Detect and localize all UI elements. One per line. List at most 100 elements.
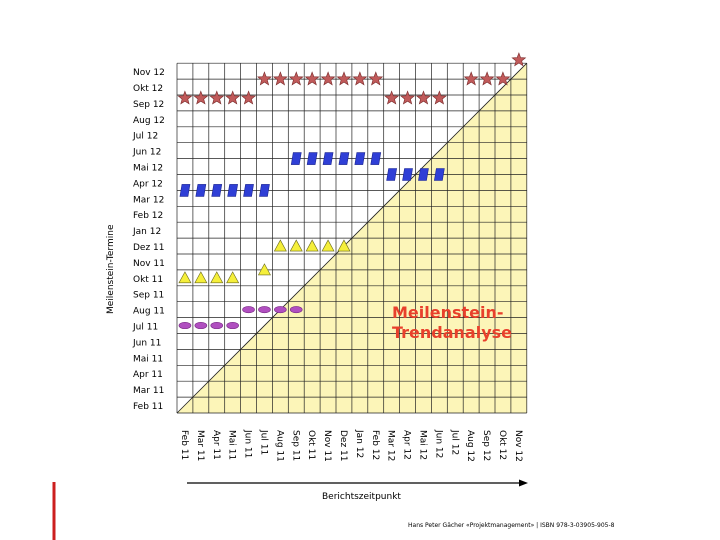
y-tick-label: Jan 12 — [132, 227, 161, 237]
x-tick-label: Okt 11 — [306, 430, 316, 460]
y-tick-label: Feb 11 — [133, 402, 163, 412]
x-tick-label: Mai 11 — [227, 430, 237, 460]
star-marker — [288, 71, 304, 86]
diagonal-line — [176, 62, 528, 414]
x-tick-label: Jul 12 — [449, 429, 459, 455]
parallelogram-marker — [306, 152, 318, 165]
x-tick-label: Aug 12 — [465, 430, 475, 462]
y-tick-label: Jul 11 — [132, 323, 158, 333]
parallelogram-marker — [386, 168, 398, 181]
star-marker — [177, 90, 193, 105]
y-tick-label: Mai 11 — [133, 354, 163, 364]
star-marker — [304, 71, 320, 86]
x-tick-label: Feb 12 — [370, 430, 380, 460]
y-tick-label: Jun 11 — [132, 338, 161, 348]
parallelogram-marker — [433, 168, 445, 181]
parallelogram-marker — [290, 152, 302, 165]
footer-citation: Hans Peter Gächer «Projektmanagement» | … — [408, 522, 615, 529]
y-tick-label: Mar 11 — [133, 386, 164, 396]
y-tick-label: Okt 12 — [133, 84, 163, 94]
x-tick-label: Mai 12 — [417, 430, 427, 460]
star-marker — [384, 90, 400, 105]
star-marker — [495, 71, 511, 86]
y-tick-label: Nov 11 — [133, 259, 165, 269]
parallelogram-marker — [179, 184, 191, 197]
triangle-marker — [226, 271, 240, 284]
star-marker — [193, 90, 209, 105]
triangle-marker — [305, 239, 319, 252]
parallelogram-marker — [370, 152, 382, 165]
parallelogram-marker — [322, 152, 334, 165]
y-axis-title: Meilenstein-Termine — [106, 224, 116, 314]
parallelogram-marker — [338, 152, 350, 165]
ellipse-marker — [289, 306, 303, 314]
x-tick-label: Jul 11 — [258, 429, 268, 455]
x-tick-label: Jan 12 — [354, 429, 364, 458]
x-tick-label: Nov 11 — [322, 430, 332, 462]
y-tick-label: Mar 12 — [133, 195, 164, 205]
x-axis-title: Berichtszeitpunkt — [322, 492, 401, 502]
trend-annotation-line-1: Meilenstein- — [392, 303, 504, 322]
x-tick-label: Apr 12 — [402, 430, 412, 460]
x-tick-labels: Feb 11 Mar 11 Apr 11 Mai 11 Jun 11 Jul 11 Aug … — [179, 429, 523, 462]
x-tick-label: Jun 11 — [243, 429, 253, 458]
star-marker — [256, 71, 272, 86]
y-tick-label: Apr 12 — [133, 179, 163, 189]
x-tick-label: Mar 12 — [386, 430, 396, 461]
star-marker — [415, 90, 431, 105]
y-tick-label: Mai 12 — [133, 164, 163, 174]
y-tick-label: Feb 12 — [133, 211, 163, 221]
parallelogram-marker — [259, 184, 270, 197]
triangle-marker — [337, 239, 351, 252]
x-tick-label: Dez 11 — [338, 430, 348, 462]
y-tick-label: Okt 11 — [133, 275, 163, 285]
milestone-markers — [177, 52, 527, 330]
star-marker — [400, 90, 416, 105]
y-tick-label: Aug 11 — [133, 307, 165, 317]
parallelogram-marker — [402, 168, 413, 181]
star-marker — [368, 71, 384, 86]
x-tick-label: Aug 11 — [274, 430, 284, 462]
star-marker — [336, 71, 352, 86]
star-marker — [225, 90, 241, 105]
parallelogram-marker — [211, 184, 223, 197]
y-tick-labels: Feb 11 Mar 11 Apr 11 Mai 11 Jun 11 Jul 11 Aug … — [132, 68, 165, 412]
star-marker — [511, 52, 527, 67]
triangle-marker — [210, 271, 224, 284]
x-tick-label: Nov 12 — [513, 430, 523, 462]
ellipse-marker — [274, 306, 287, 314]
ellipse-marker — [258, 306, 271, 314]
y-tick-label: Aug 12 — [133, 116, 165, 126]
y-tick-label: Dez 11 — [133, 243, 165, 253]
x-tick-label: Mar 11 — [195, 430, 205, 461]
ellipse-marker — [226, 322, 239, 330]
star-marker — [352, 71, 368, 86]
y-tick-label: Sep 12 — [133, 100, 164, 110]
star-marker — [320, 71, 336, 86]
parallelogram-marker — [243, 184, 254, 197]
x-tick-label: Okt 12 — [497, 430, 507, 460]
star-marker — [209, 90, 225, 105]
x-tick-label: Sep 12 — [481, 430, 491, 461]
y-tick-label: Jun 12 — [132, 148, 161, 158]
ellipse-marker — [178, 322, 192, 330]
triangle-marker — [194, 271, 208, 284]
parallelogram-marker — [418, 168, 429, 181]
triangle-marker — [257, 263, 271, 276]
triangle-marker — [289, 239, 303, 252]
ellipse-marker — [242, 306, 255, 314]
triangle-marker — [273, 239, 287, 252]
y-tick-label: Apr 11 — [133, 370, 163, 380]
x-tick-label: Apr 11 — [211, 430, 221, 460]
y-tick-label: Jul 12 — [132, 132, 158, 142]
star-marker — [241, 90, 257, 105]
star-marker — [463, 71, 479, 86]
parallelogram-marker — [227, 184, 239, 197]
x-axis-arrowhead — [519, 479, 528, 487]
trend-annotation-line-2: Trendanalyse — [392, 323, 512, 342]
star-marker — [479, 71, 495, 86]
parallelogram-marker — [195, 184, 207, 197]
triangle-marker — [321, 239, 335, 252]
star-marker — [431, 90, 447, 105]
